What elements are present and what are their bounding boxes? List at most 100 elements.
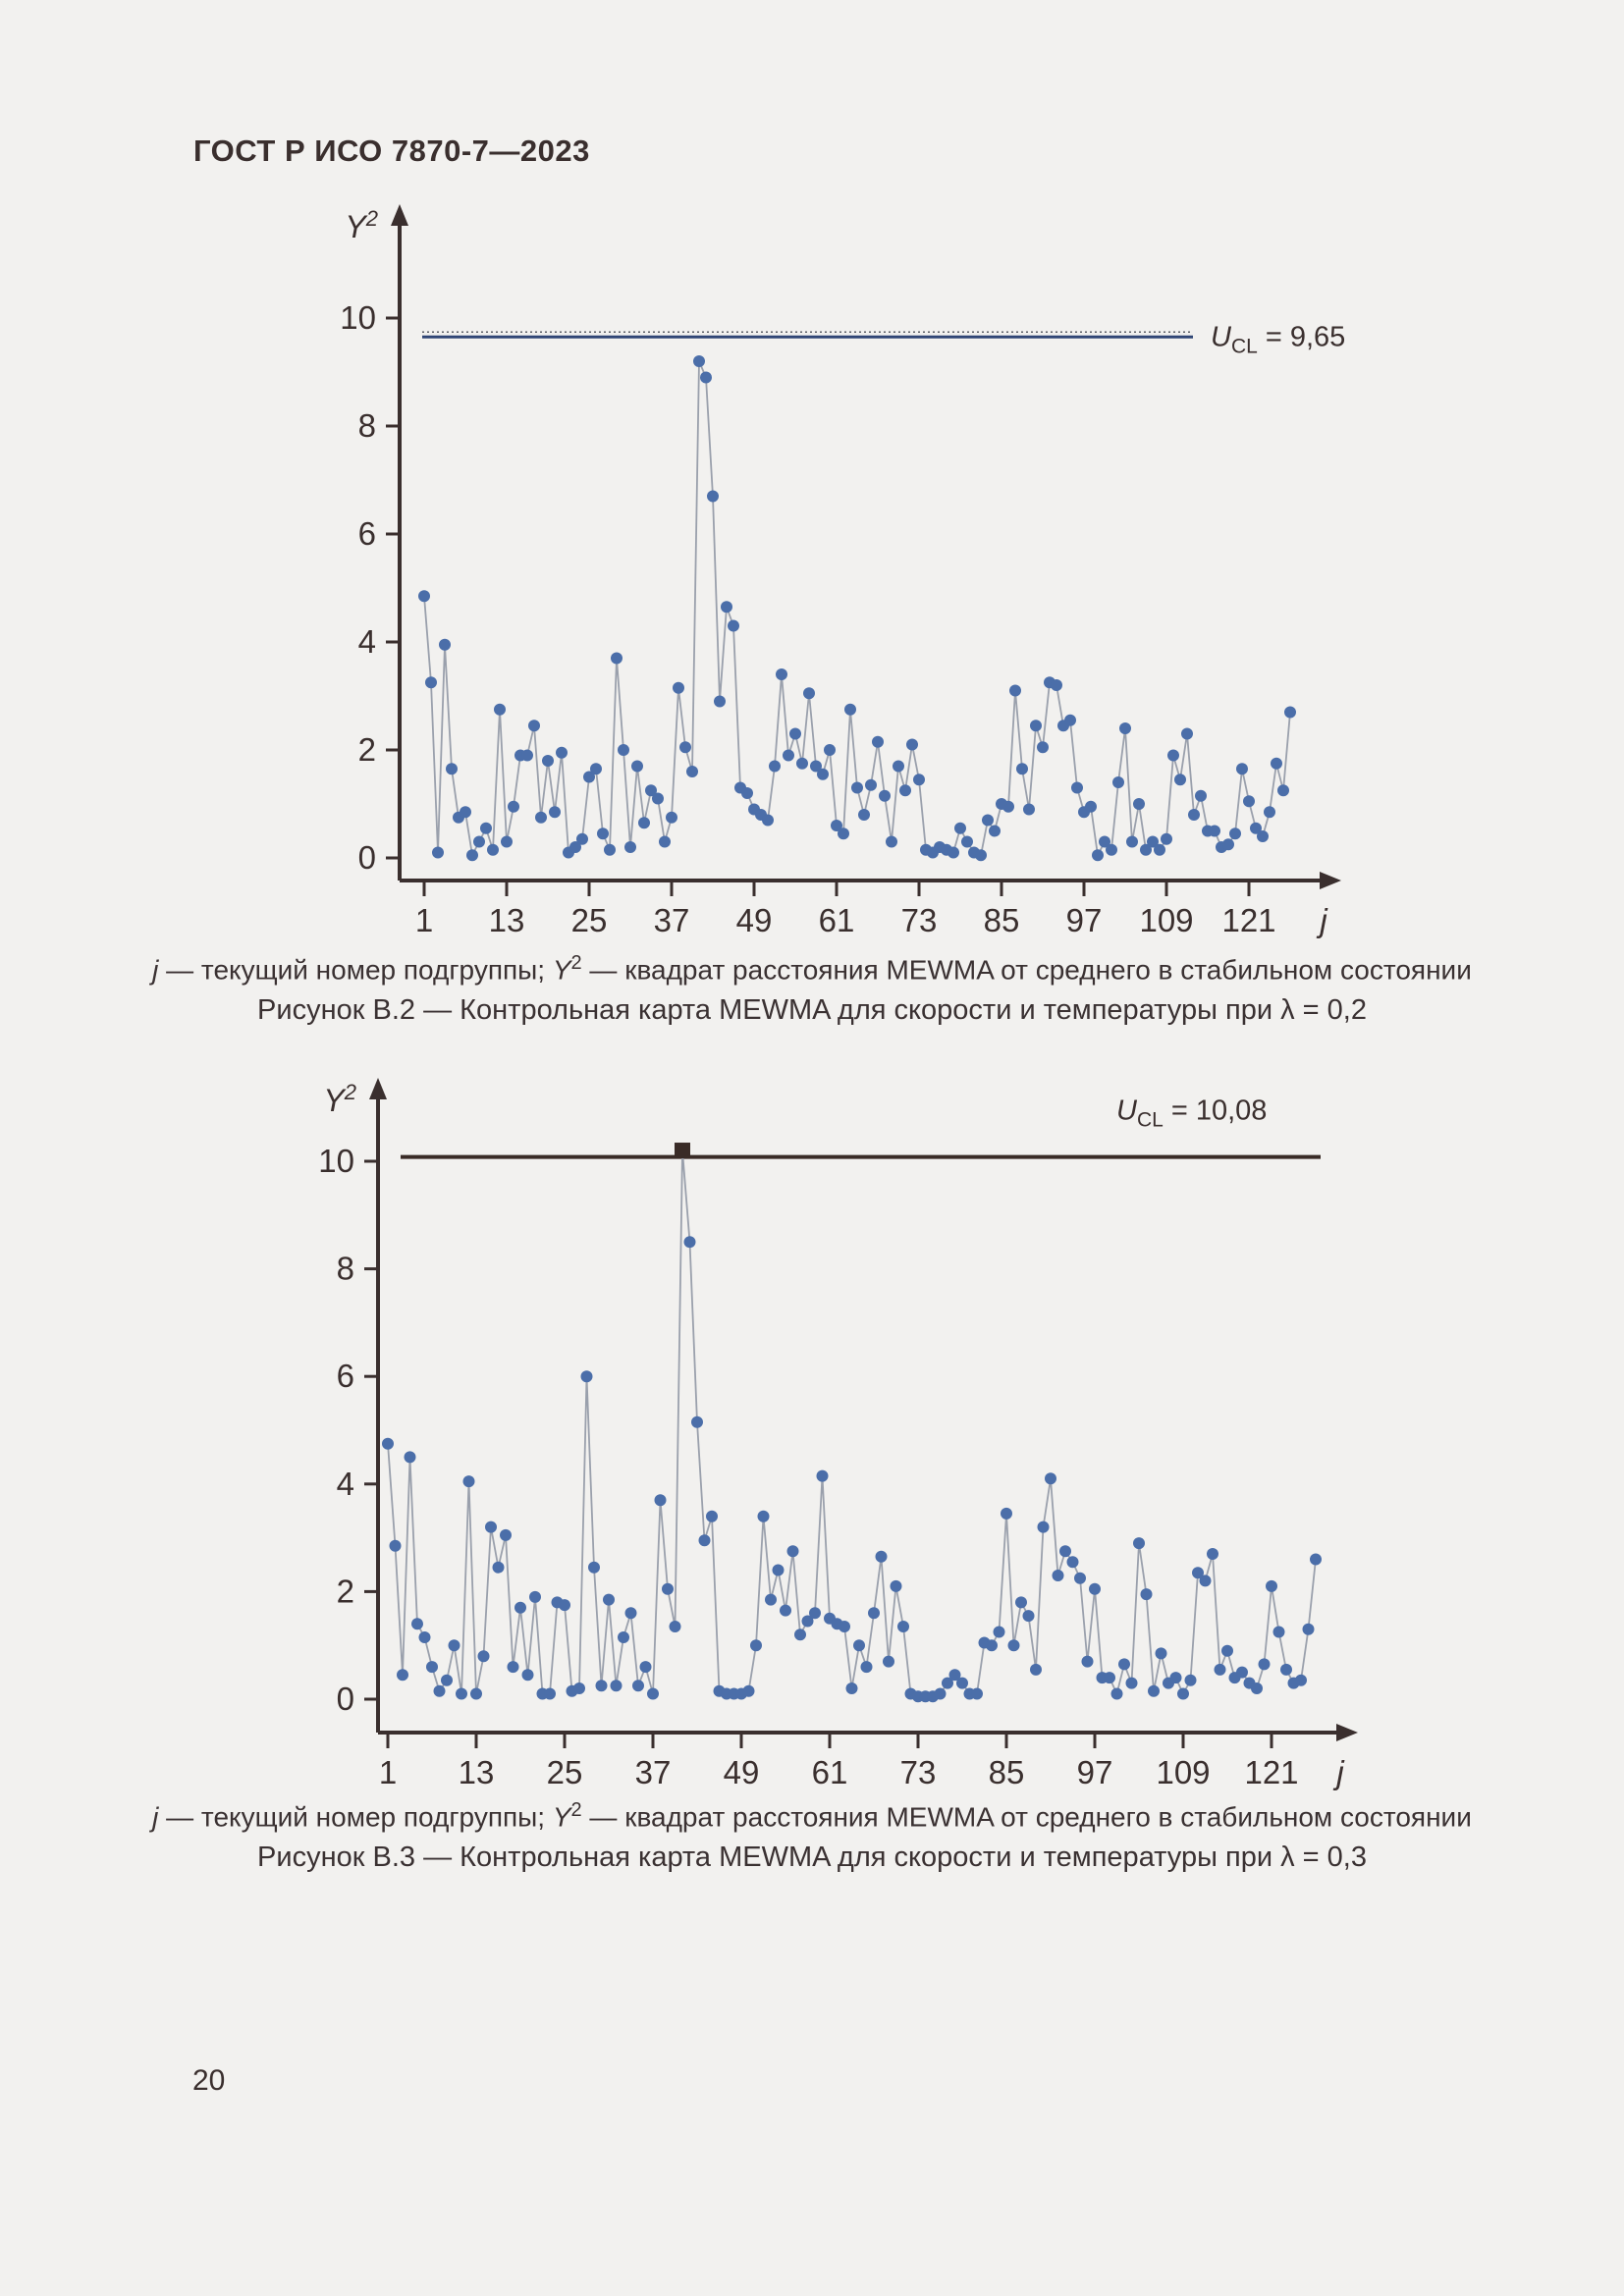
data-point — [1167, 749, 1179, 762]
data-point — [844, 703, 856, 716]
y-tick-label: 0 — [337, 1681, 354, 1717]
mewma-chart-lambda-03: UCL = 10,08 0 2 4 6 8 10 1 13 25 37 49 61 73 85 97 109 12… — [318, 1078, 1358, 1790]
data-point — [1001, 1507, 1012, 1520]
x-tick-label: 49 — [736, 902, 773, 938]
data-point — [1104, 1672, 1115, 1684]
x-tick-label: 49 — [724, 1754, 760, 1790]
note-text: — квадрат расстояния MEWMA от среднего в… — [581, 1801, 1472, 1833]
data-point — [494, 703, 506, 716]
data-point — [1106, 843, 1117, 856]
data-point — [559, 1599, 570, 1612]
data-point — [906, 738, 918, 751]
note-y-symbol: Y — [552, 954, 571, 986]
data-point — [1030, 720, 1042, 732]
data-point — [639, 1661, 652, 1674]
data-point — [669, 1621, 681, 1632]
data-point — [1071, 781, 1083, 794]
y-tick-label: 0 — [358, 839, 376, 876]
data-point — [1184, 1674, 1197, 1686]
data-point — [500, 1528, 512, 1541]
data-point — [556, 746, 568, 759]
data-point — [485, 1521, 497, 1533]
data-point — [831, 820, 842, 831]
data-points — [382, 1143, 1322, 1703]
data-point — [1251, 1682, 1263, 1694]
data-point — [721, 601, 732, 614]
data-point — [1126, 835, 1138, 848]
ucl-label: UCL = 10,08 — [1116, 1095, 1267, 1132]
data-point — [954, 822, 966, 834]
data-point — [1112, 776, 1124, 788]
data-point — [679, 741, 691, 754]
data-point — [603, 1593, 615, 1606]
data-point — [776, 668, 787, 680]
data-series-line — [423, 360, 1291, 859]
data-point — [501, 835, 513, 848]
data-point — [845, 1682, 858, 1694]
data-point — [397, 1669, 408, 1682]
x-tick-label: 13 — [489, 902, 525, 938]
data-point — [1199, 1575, 1212, 1587]
data-point — [1015, 1596, 1027, 1609]
x-tick-labels: 1 13 25 37 49 61 73 85 97 109 121 — [379, 1733, 1299, 1790]
data-point — [783, 749, 794, 762]
data-point — [477, 1650, 490, 1663]
data-point — [535, 811, 547, 824]
note-j-symbol: j — [152, 1801, 159, 1833]
data-point — [1302, 1623, 1315, 1635]
data-point — [480, 822, 492, 834]
data-point — [683, 1236, 696, 1249]
data-point — [986, 1639, 998, 1652]
data-point — [1066, 1556, 1079, 1569]
data-point — [993, 1626, 1005, 1638]
data-point — [893, 760, 904, 773]
data-point — [573, 1682, 585, 1694]
data-point — [662, 1582, 674, 1595]
data-point — [816, 1469, 829, 1482]
data-point — [1089, 1582, 1101, 1595]
data-point — [673, 681, 684, 694]
data-point — [865, 778, 877, 791]
note-y-superscript: 2 — [570, 952, 582, 974]
data-point — [851, 781, 863, 794]
data-point — [610, 1680, 623, 1692]
data-point — [1271, 757, 1282, 770]
note-text: — текущий номер подгруппы; — [158, 954, 553, 986]
data-point — [786, 1545, 799, 1558]
note-text: — квадрат расстояния MEWMA от среднего в… — [581, 954, 1472, 986]
x-tick-label: 73 — [900, 1754, 937, 1790]
data-point — [1229, 828, 1241, 840]
data-point — [1236, 763, 1248, 775]
data-point — [659, 835, 671, 848]
x-tick-label: 37 — [635, 1754, 672, 1790]
data-point — [632, 1680, 644, 1692]
data-point — [956, 1677, 968, 1689]
data-point — [569, 841, 581, 853]
data-point — [1074, 1572, 1086, 1584]
data-point — [462, 1475, 475, 1488]
x-tick-label: 1 — [415, 902, 433, 938]
data-point — [1030, 1663, 1042, 1676]
data-point — [1009, 684, 1021, 697]
data-point — [638, 817, 650, 829]
x-tick-label: 121 — [1221, 902, 1275, 938]
x-tick-labels: 1 13 25 37 49 61 73 85 97 109 121 — [415, 881, 1276, 938]
x-axis-arrow-icon — [1336, 1724, 1358, 1741]
data-point — [466, 849, 478, 862]
data-point — [772, 1564, 785, 1576]
data-point — [1243, 795, 1255, 808]
data-point — [389, 1539, 402, 1552]
data-point — [1037, 1521, 1050, 1533]
data-point — [1214, 1663, 1226, 1676]
data-point — [1059, 1545, 1071, 1558]
data-point — [971, 1687, 983, 1700]
data-point — [1118, 1658, 1130, 1671]
x-tick-label: 13 — [459, 1754, 495, 1790]
data-point — [691, 1415, 703, 1428]
data-point — [1266, 1579, 1277, 1592]
data-point — [426, 1661, 438, 1674]
data-point — [942, 1677, 953, 1689]
data-point — [886, 835, 897, 848]
x-tick-label: 85 — [984, 902, 1020, 938]
y-tick-label: 8 — [358, 407, 376, 444]
